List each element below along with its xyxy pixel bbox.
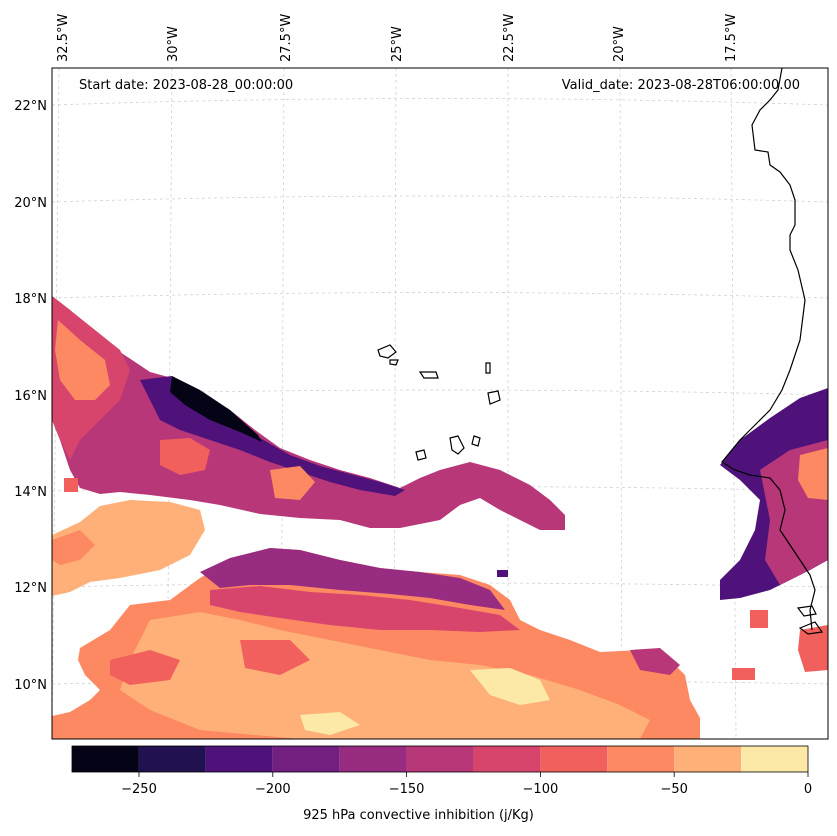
colorbar-tick-label: −100 — [523, 782, 559, 797]
cin-region-south-purple — [200, 548, 505, 610]
map-frame — [51, 67, 829, 740]
lon-labels: 32.5°W 30°W 27.5°W 25°W 22.5°W 20°W 17.5… — [56, 14, 739, 62]
cin-region-north-darkest — [170, 376, 262, 442]
cin-region-south-pale-2 — [300, 712, 360, 735]
colorbar-segment — [473, 746, 541, 772]
colorbar-title: 925 hPa convective inhibition (j/Kg) — [303, 808, 534, 823]
cin-region-east-small-2 — [732, 668, 755, 680]
cin-region-west-mid-dark — [52, 530, 95, 565]
coastline-bijagos — [796, 605, 817, 617]
coastline-cape-verde-1 — [377, 344, 397, 359]
coastline-cape-verde-6 — [449, 435, 465, 455]
colorbar-segment — [741, 746, 808, 772]
cin-region-south-magenta — [210, 586, 520, 632]
lon-label-27-5: 27.5°W — [279, 14, 294, 62]
cin-region-south-east-tail — [630, 648, 680, 675]
lat-labels: 22°N 20°N 18°N 16°N 14°N 12°N 10°N — [14, 99, 47, 693]
coastline-cape-verde-8 — [415, 449, 427, 461]
gridline-lat-20 — [51, 195, 829, 203]
cin-region-east-orange-2 — [798, 625, 828, 672]
lat-label-20: 20°N — [14, 196, 47, 211]
coastline-cape-verde-4 — [485, 362, 491, 374]
colorbar-segment — [72, 746, 139, 772]
cin-region-mid-small — [497, 570, 508, 577]
lon-label-32-5: 32.5°W — [56, 14, 71, 62]
gridline-lon-17-5 — [730, 67, 737, 740]
lat-label-16: 16°N — [14, 389, 47, 404]
cin-region-east-small — [750, 610, 768, 628]
lat-label-22: 22°N — [14, 99, 47, 114]
colorbar-tick-label: 0 — [804, 782, 812, 797]
cin-region-east-orange — [798, 448, 828, 500]
coastline-cape-verde-3 — [418, 371, 439, 379]
cin-region-south-red-2 — [240, 640, 310, 675]
cin-region-north-patch — [160, 438, 210, 475]
gridline-lon-20 — [619, 67, 623, 740]
colorbar-tick-label: −150 — [389, 782, 425, 797]
colorbar-tick-labels: −250 −200 −150 −100 −50 0 — [121, 782, 812, 797]
colorbar-segment — [272, 746, 340, 772]
colorbar-segment — [674, 746, 742, 772]
lon-label-20: 20°W — [612, 26, 627, 62]
gridline-lat-12 — [51, 582, 829, 588]
cin-region-north-orange — [55, 320, 110, 400]
cin-region-north-patch-2 — [270, 466, 315, 500]
start-date-label: Start date: 2023-08-28_00:00:00 — [79, 78, 294, 93]
coastline-cape-verde-7 — [471, 435, 481, 447]
colorbar-frame — [71, 745, 809, 773]
cin-region-south-red — [110, 650, 180, 685]
colorbar-segment — [339, 746, 407, 772]
coastline-africa — [721, 67, 816, 631]
gridline-lon-32-5 — [51, 67, 60, 740]
lat-label-10: 10°N — [14, 678, 47, 693]
lat-label-18: 18°N — [14, 292, 47, 307]
cin-region-west-small — [64, 478, 78, 492]
gridline-lat-22 — [51, 98, 829, 106]
colorbar-segment — [406, 746, 474, 772]
coastline-bijagos-2 — [798, 621, 824, 635]
map-panel — [51, 67, 829, 740]
lon-label-17-5: 17.5°W — [724, 14, 739, 62]
colorbar-segment — [540, 746, 608, 772]
coastline-cape-verde-5 — [487, 390, 501, 405]
cin-region-south-pale — [470, 668, 550, 705]
colorbar-segment — [205, 746, 273, 772]
cin-contours — [52, 296, 828, 739]
colorbar-tick-label: −50 — [660, 782, 687, 797]
colorbar-segment — [607, 746, 675, 772]
coastline-cape-verde-2 — [389, 359, 399, 366]
valid-date-label: Valid_date: 2023-08-28T06:00:00.00 — [561, 78, 800, 93]
lon-label-22-5: 22.5°W — [502, 14, 517, 62]
colorbar-tick-label: −250 — [121, 782, 157, 797]
colorbar: −250 −200 −150 −100 −50 0 — [71, 745, 812, 797]
lat-label-14: 14°N — [14, 485, 47, 500]
colorbar-tick-label: −200 — [255, 782, 291, 797]
cin-region-west-mid — [52, 500, 205, 596]
coastlines — [377, 67, 824, 635]
gridline-lat-18 — [51, 292, 829, 299]
lat-label-12: 12°N — [14, 581, 47, 596]
lon-label-25: 25°W — [390, 26, 405, 62]
colorbar-ticks — [138, 772, 809, 777]
colorbar-segment — [138, 746, 206, 772]
colorbar-segments — [72, 746, 808, 772]
lon-label-30: 30°W — [166, 26, 181, 62]
